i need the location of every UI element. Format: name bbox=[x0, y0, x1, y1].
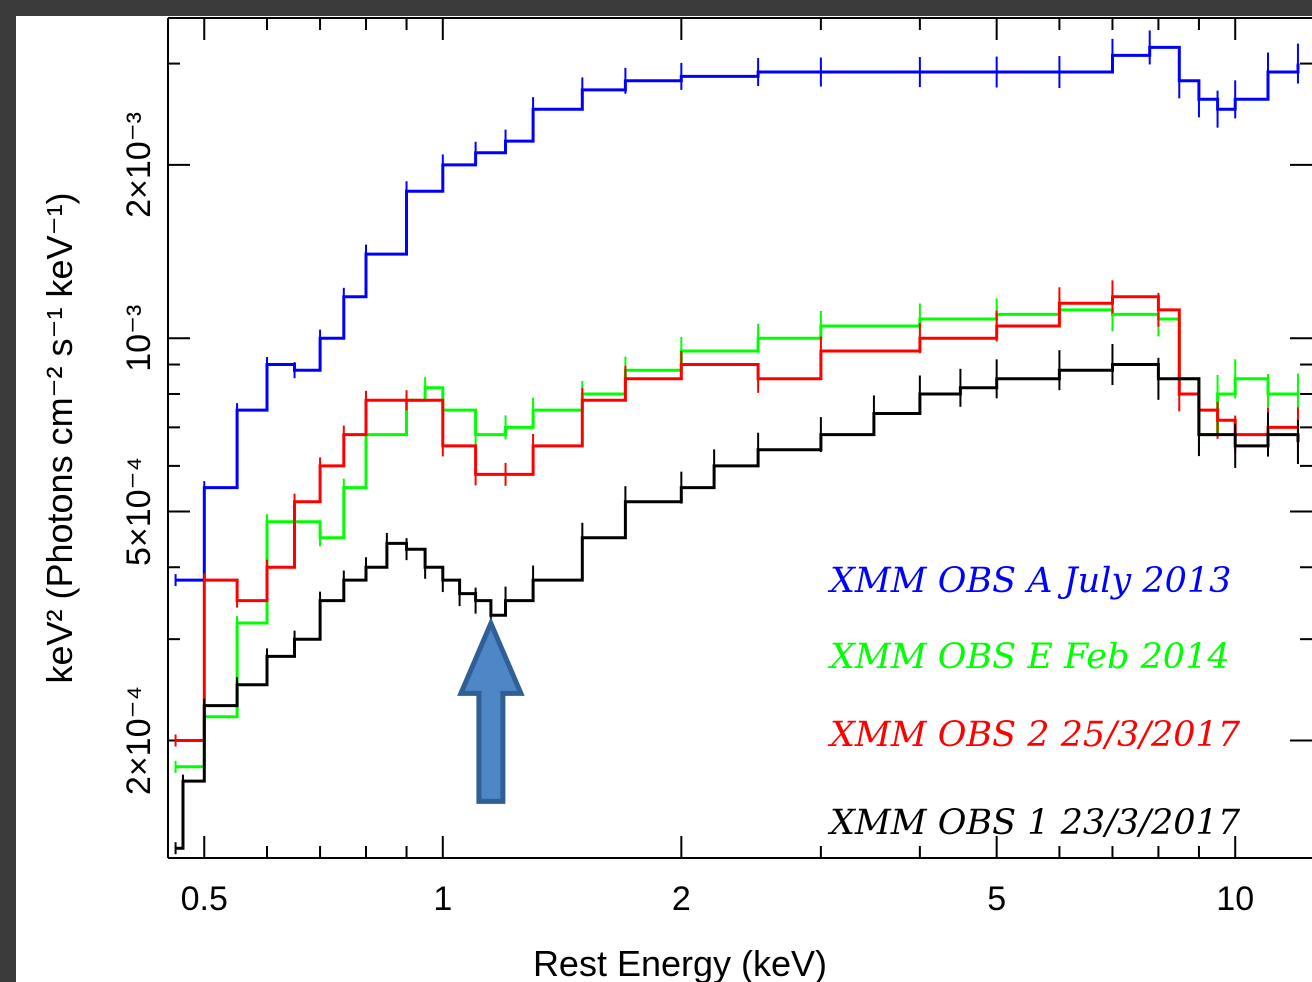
x-tick-label: 2 bbox=[672, 880, 691, 918]
y-tick-label: 10⁻³ bbox=[120, 305, 158, 372]
annotation-arrow bbox=[457, 616, 525, 804]
y-axis-title: keV² (Photons cm⁻² s⁻¹ keV⁻¹) bbox=[39, 192, 80, 683]
legend-entry: XMM OBS E Feb 2014 bbox=[827, 637, 1230, 677]
figure-background bbox=[16, 16, 1312, 982]
legend-entry: XMM OBS A July 2013 bbox=[827, 561, 1231, 601]
x-axis-title: Rest Energy (keV) bbox=[533, 943, 827, 982]
x-tick-label: 1 bbox=[433, 880, 452, 918]
series-line bbox=[175, 295, 1298, 742]
y-tick-label: 2×10⁻⁴ bbox=[120, 686, 158, 795]
y-tick-label: 2×10⁻³ bbox=[120, 112, 158, 218]
y-tick-label: 5×10⁻⁴ bbox=[120, 457, 158, 566]
x-tick-label: 10 bbox=[1216, 880, 1254, 918]
series-group bbox=[174, 30, 1300, 587]
series-group bbox=[174, 344, 1300, 855]
legend-entry: XMM OBS 2 25/3/2017 bbox=[827, 715, 1241, 755]
x-tick-label: 5 bbox=[987, 880, 1006, 918]
x-tick-label: 0.5 bbox=[181, 880, 228, 918]
plot-area: 0.5 1 2 5 10 2×10⁻⁴ 5×10⁻⁴ 10⁻³ 2×10⁻³ Rest Energ… bbox=[39, 17, 1312, 982]
legend-entry: XMM OBS 1 23/3/2017 bbox=[827, 803, 1241, 843]
